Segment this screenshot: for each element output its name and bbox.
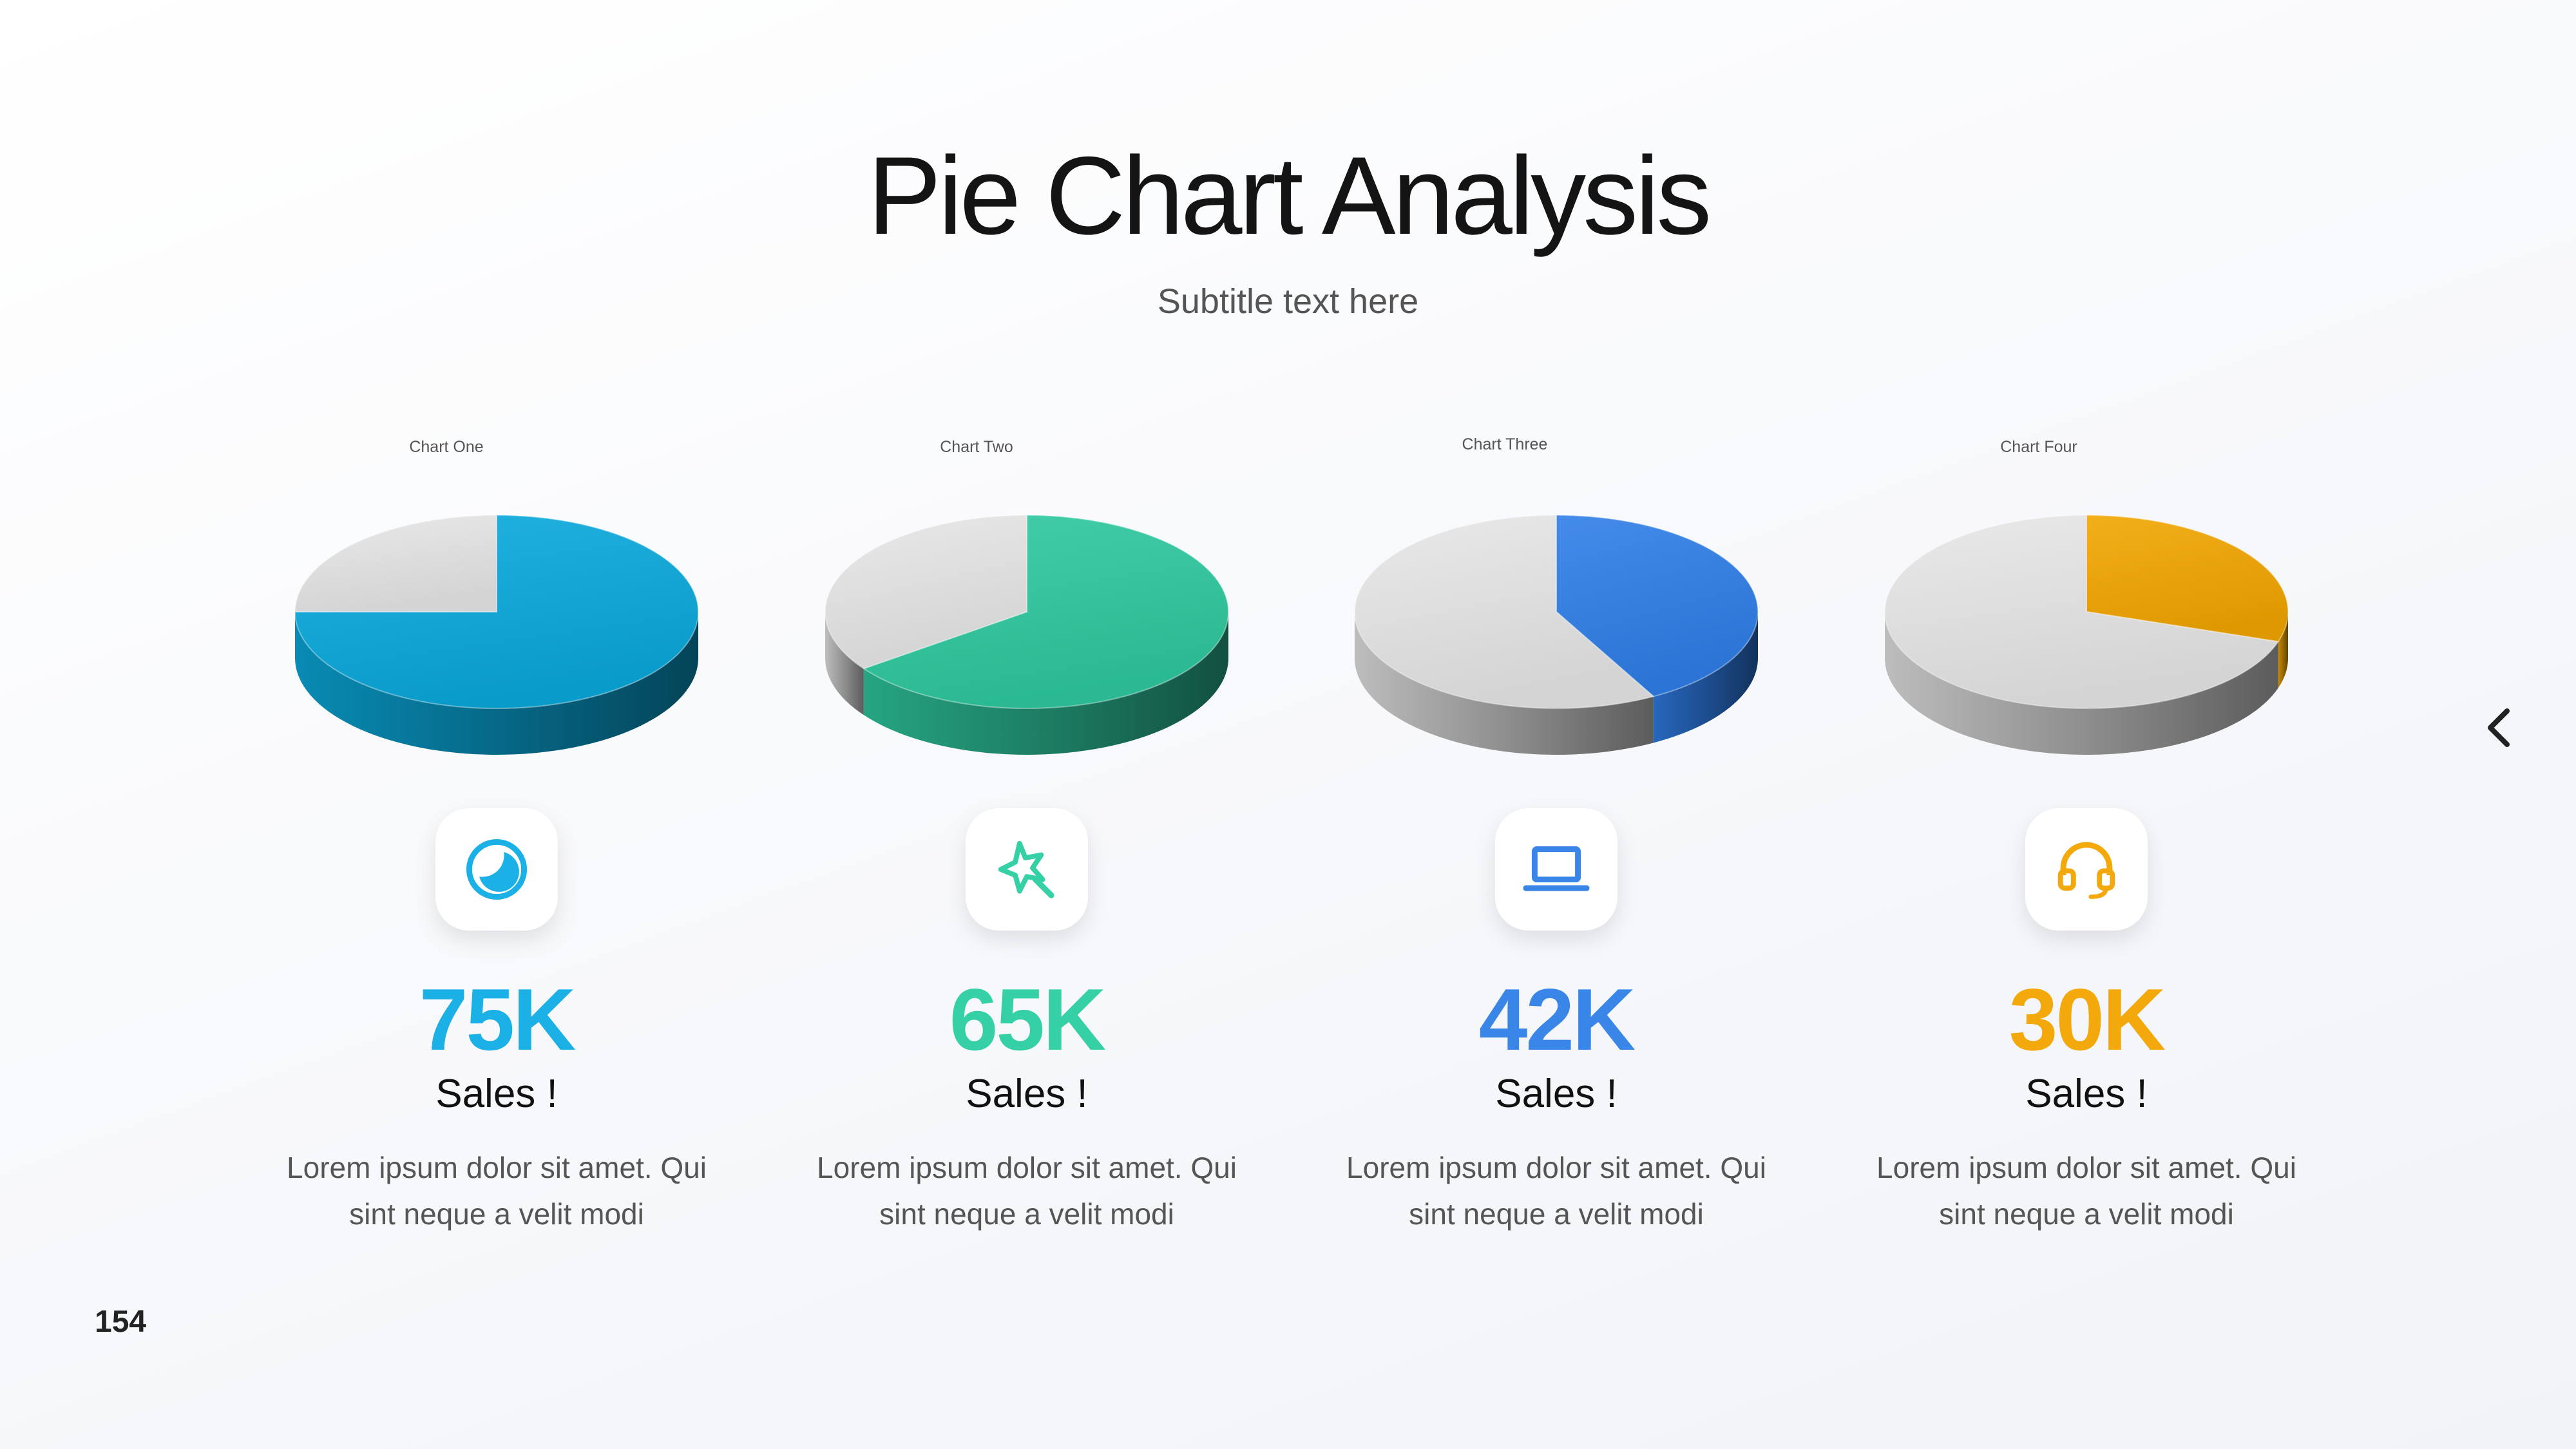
description: Lorem ipsum dolor sit amet. Qui sint neq… [1312, 1144, 1801, 1237]
stat-value: 65K [949, 971, 1107, 1068]
stat-value: 30K [2008, 971, 2166, 1068]
stat-label: Sales ! [1495, 1072, 1617, 1116]
icon-box [435, 808, 558, 931]
chart-title: Chart Three [1462, 435, 1548, 453]
stat-value: 75K [419, 971, 577, 1068]
stat-label: Sales ! [2025, 1072, 2148, 1116]
pie-slice-side [825, 612, 864, 715]
chart-title: Chart One [409, 438, 484, 456]
pie-slice [294, 514, 497, 612]
description-line: sint neque a velit modi [1939, 1197, 2234, 1231]
pie-slice-side [1885, 612, 2278, 755]
stat-label: Sales ! [966, 1072, 1088, 1116]
page-subtitle: Subtitle text here [1157, 282, 1419, 321]
pie-chart-three [1354, 514, 1759, 755]
pie-slice [1354, 514, 1655, 709]
description-line: sint neque a velit modi [1409, 1197, 1704, 1231]
pie-slice-side [1355, 612, 1654, 755]
description-line: Lorem ipsum dolor sit amet. Qui [287, 1151, 707, 1184]
page-number: 154 [95, 1305, 147, 1339]
pie-slice [2086, 514, 2289, 643]
chevron-left-icon[interactable] [2474, 702, 2525, 753]
stat-value: 42K [1478, 971, 1636, 1068]
description-line: Lorem ipsum dolor sit amet. Qui [1876, 1151, 2296, 1184]
description-line: sint neque a velit modi [879, 1197, 1174, 1231]
description-line: Lorem ipsum dolor sit amet. Qui [1346, 1151, 1766, 1184]
headset-icon [2057, 842, 2115, 899]
icon-box [966, 808, 1088, 931]
page-title: Pie Chart Analysis [867, 134, 1712, 258]
pie-slice [1884, 514, 2280, 709]
magic-wand-icon [998, 840, 1054, 898]
stat-label: Sales ! [435, 1072, 558, 1116]
icon-box [2025, 808, 2148, 931]
description: Lorem ipsum dolor sit amet. Qui sint neq… [252, 1144, 741, 1237]
pie-slice [1556, 514, 1759, 697]
pie-slice-side [2278, 612, 2288, 688]
pie-slice-side [863, 612, 1228, 755]
pie-slice [825, 514, 1027, 670]
description: Lorem ipsum dolor sit amet. Qui sint neq… [1842, 1144, 2331, 1237]
icon-box [1495, 808, 1617, 931]
description-line: sint neque a velit modi [349, 1197, 644, 1231]
pie-chart-two [825, 514, 1229, 755]
pie-chart-four [1884, 514, 2289, 755]
description: Lorem ipsum dolor sit amet. Qui sint neq… [782, 1144, 1272, 1237]
laptop-icon [1523, 846, 1590, 891]
description-line: Lorem ipsum dolor sit amet. Qui [817, 1151, 1237, 1184]
chart-title: Chart Four [2000, 438, 2077, 456]
moon-circle-icon [466, 838, 528, 900]
pie-slice-side [295, 612, 698, 755]
pie-slice-side [1653, 612, 1758, 743]
pie-slice [862, 514, 1229, 709]
chart-title: Chart Two [940, 438, 1013, 456]
pie-slice [294, 514, 699, 709]
pie-chart-one [294, 514, 699, 755]
